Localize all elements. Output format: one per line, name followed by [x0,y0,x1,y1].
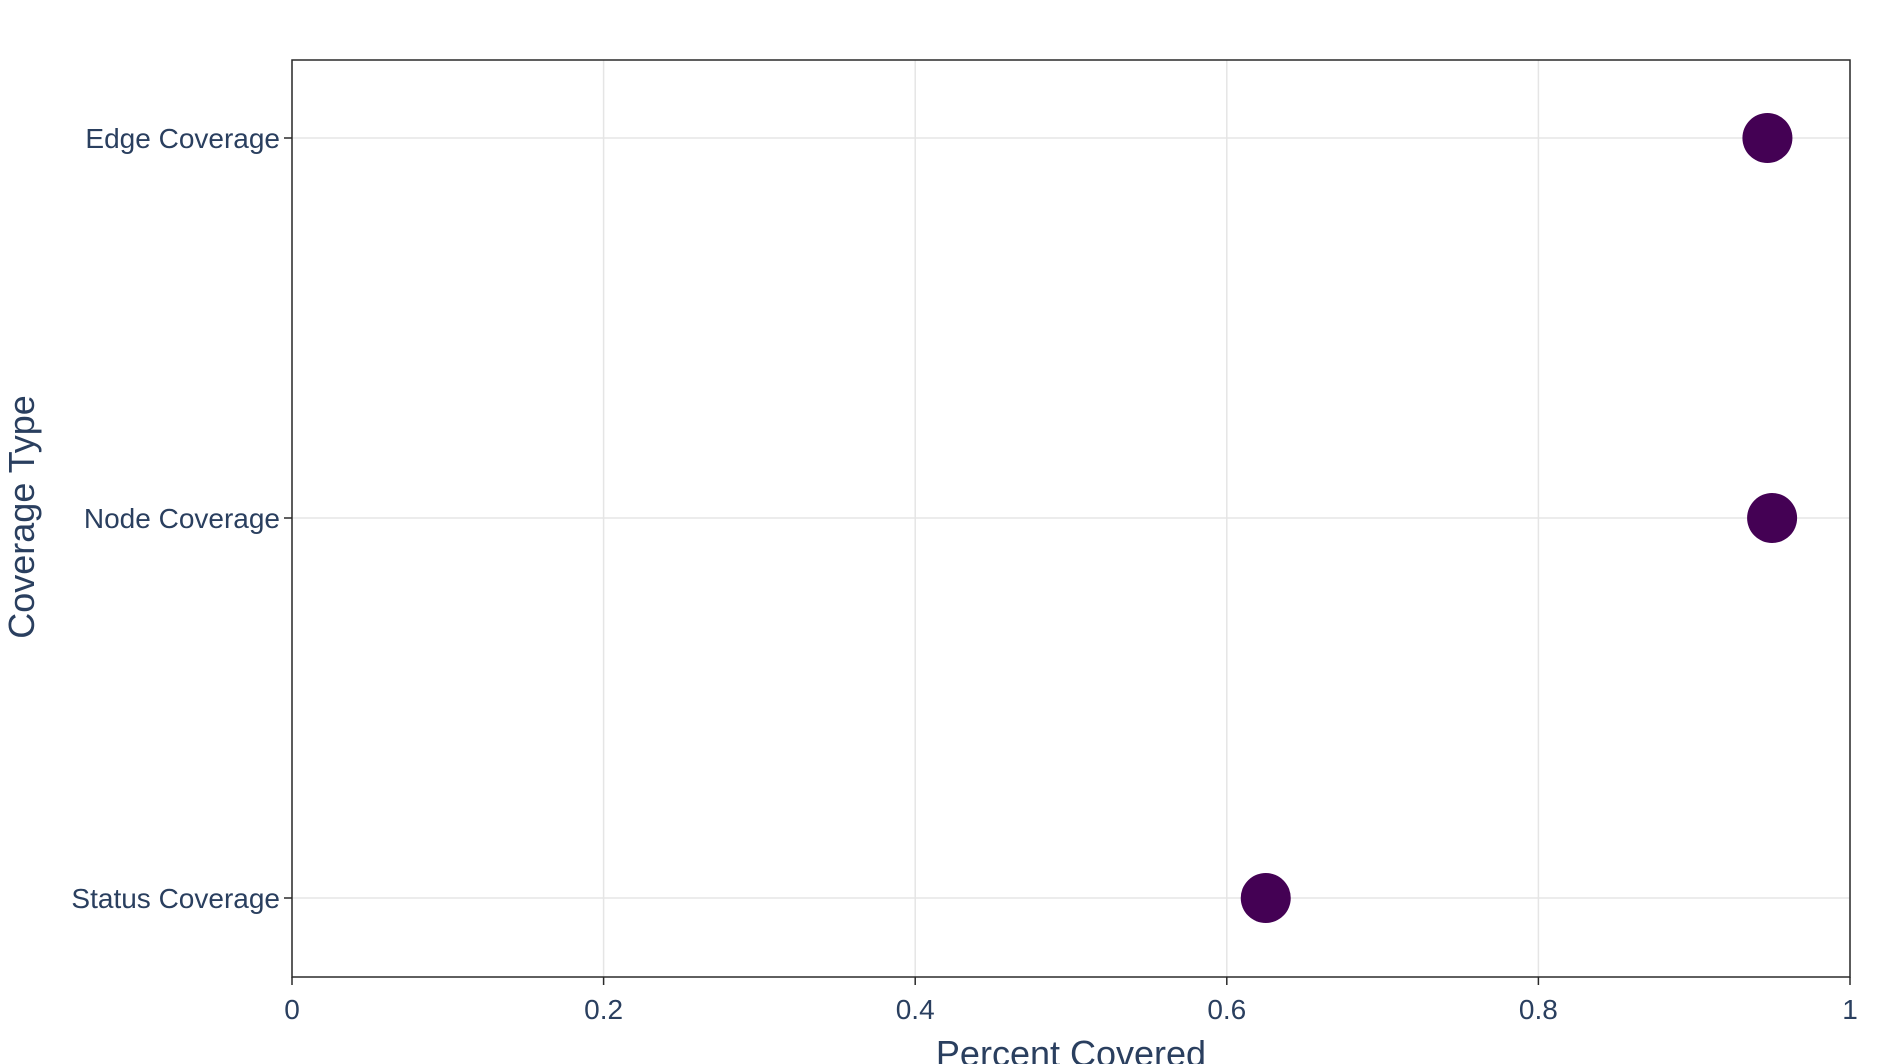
y-tick-label: Node Coverage [84,503,280,534]
gridlines [291,60,1851,977]
y-axis-title: Coverage Type [1,395,42,639]
x-tick-label: 0.6 [1207,994,1246,1025]
data-point [1747,493,1798,543]
y-tick-label: Status Coverage [71,883,280,914]
x-tick-label: 0.4 [896,994,935,1025]
x-axis-ticks: 0 0.2 0.4 0.6 0.8 1 [284,977,1858,1025]
x-tick-label: 0 [284,994,300,1025]
data-points [1240,113,1798,923]
data-point [1240,873,1291,923]
x-tick-label: 1 [1842,994,1858,1025]
x-tick-label: 0.8 [1519,994,1558,1025]
data-point [1742,113,1793,163]
x-tick-label: 0.2 [584,994,623,1025]
x-axis-title: Percent Covered [936,1033,1206,1064]
y-axis-ticks: Edge Coverage Node Coverage Status Coverag… [71,123,292,914]
y-tick-label: Edge Coverage [85,123,280,154]
